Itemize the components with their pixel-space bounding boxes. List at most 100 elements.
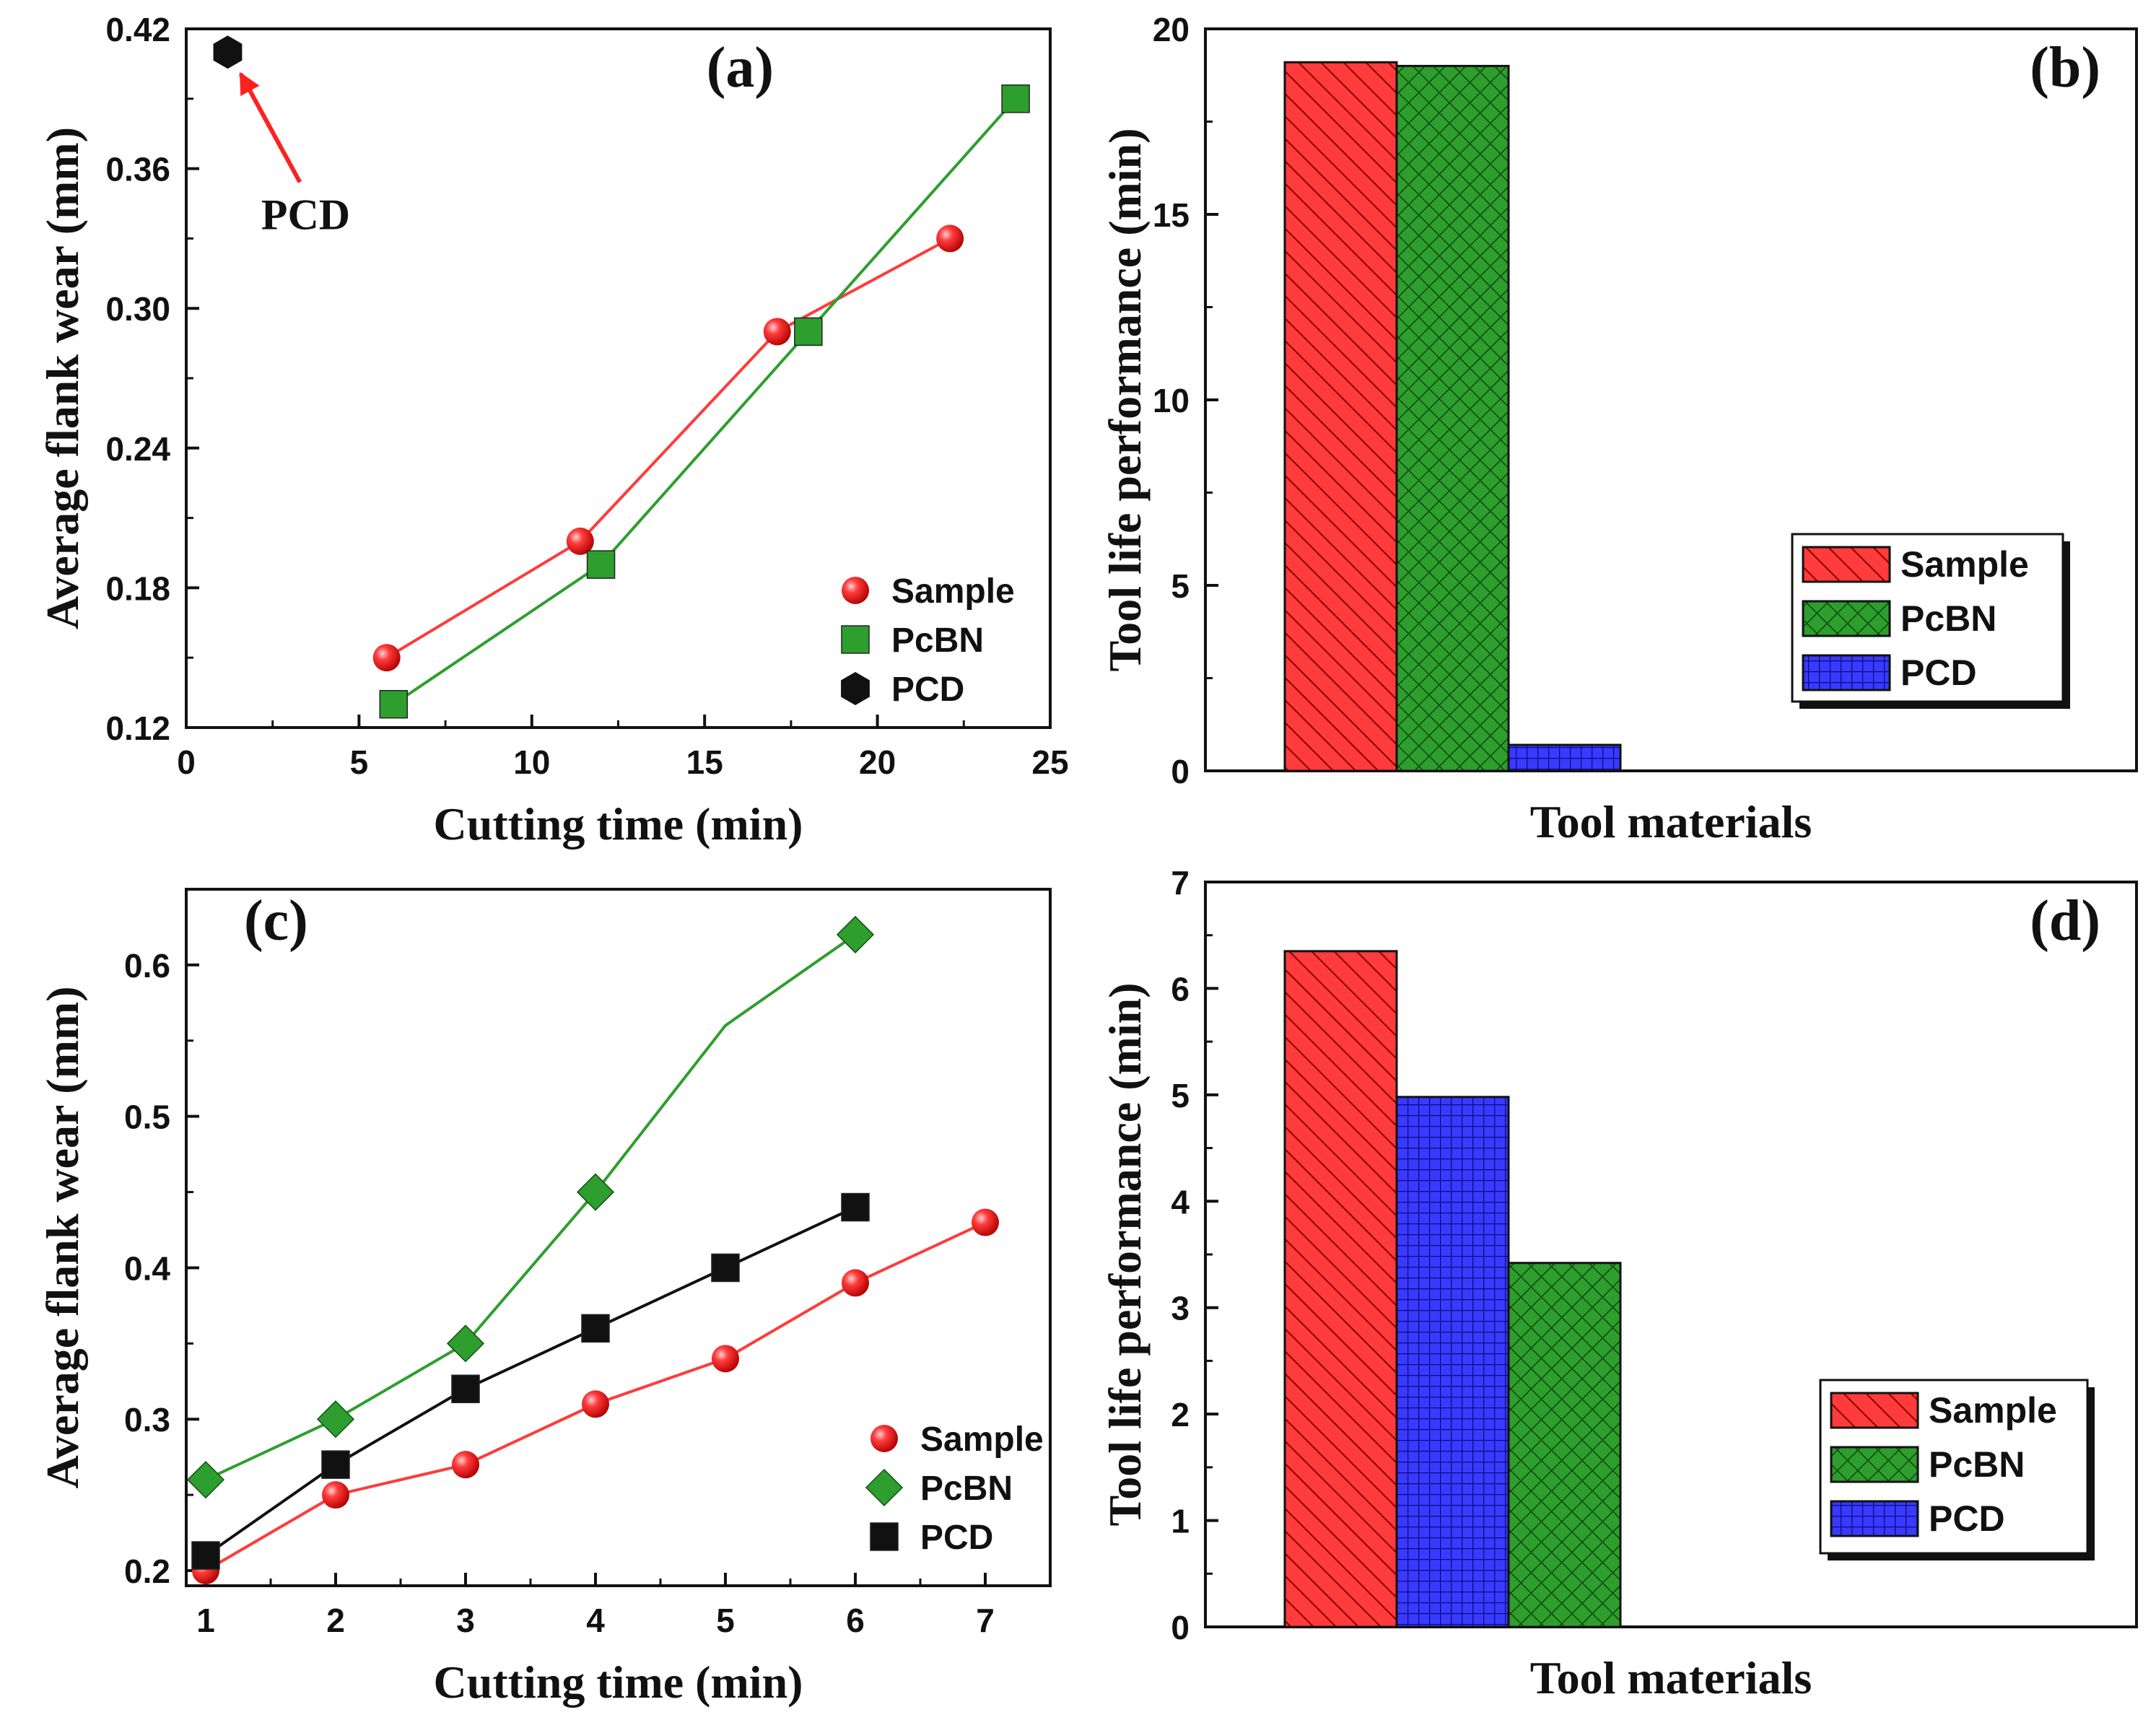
- legend-swatch-b-sample: [1802, 546, 1891, 583]
- x-tick-label-a: 5: [350, 743, 369, 781]
- y-tick-label-a: 0.18: [105, 569, 170, 607]
- legend-label-c: PcBN: [920, 1470, 1013, 1508]
- marker-a-pcbn: [1001, 84, 1030, 113]
- panel-label-c: (c): [244, 889, 308, 953]
- bar-d-sample: [1283, 950, 1398, 1628]
- x-tick-label-c: 1: [196, 1602, 215, 1639]
- series-line-c-pcd: [204, 1205, 856, 1557]
- marker-c-pcbn: [865, 1468, 904, 1507]
- y-tick-label-a: 0.36: [105, 151, 170, 188]
- marker-a-pcd: [213, 35, 243, 69]
- y-axis-label-d: Tool life performance (min): [1099, 982, 1151, 1526]
- y-axis-label-b: Tool life performance (min): [1099, 128, 1151, 671]
- marker-c-pcd: [451, 1374, 480, 1404]
- series-line-a-pcbn: [393, 97, 1017, 706]
- x-tick-label-a: 15: [686, 743, 723, 781]
- marker-a-pcbn: [586, 550, 616, 579]
- marker-a-sample: [566, 527, 594, 555]
- bar-b-pcbn: [1395, 64, 1510, 772]
- y-tick-label-d: 2: [1171, 1396, 1190, 1433]
- x-tick-label-c: 6: [846, 1602, 865, 1639]
- marker-c-pcd: [870, 1522, 899, 1551]
- legend-swatch-d-pcd: [1830, 1500, 1919, 1537]
- legend-label-a: PcBN: [891, 621, 984, 660]
- y-tick-label-b: 15: [1153, 196, 1190, 234]
- series-line-a-sample: [385, 237, 951, 659]
- y-axis-label-a: Average flank wear (mm): [37, 127, 88, 629]
- y-tick-label-a: 0.24: [105, 430, 170, 468]
- y-tick-label-c: 0.4: [124, 1249, 170, 1287]
- marker-c-sample: [870, 1425, 898, 1452]
- marker-a-pcbn: [379, 689, 409, 719]
- panel-d: (d) 0 1 2 3 4 5 6 7 Tool life performance (min) To…: [1099, 864, 2138, 1703]
- x-tick-label-c: 4: [586, 1602, 605, 1639]
- marker-c-sample: [582, 1390, 609, 1418]
- y-tick-label-b: 5: [1171, 567, 1190, 605]
- marker-a-sample: [372, 644, 401, 672]
- marker-a-sample: [936, 224, 964, 253]
- y-tick-label-d: 7: [1171, 864, 1190, 902]
- y-tick-label-d: 5: [1171, 1077, 1190, 1114]
- marker-a-pcd: [841, 672, 870, 705]
- legend-label-d: PCD: [1929, 1498, 2005, 1539]
- bar-d-pcd: [1395, 1096, 1510, 1628]
- legend-label-d: Sample: [1929, 1390, 2057, 1431]
- x-axis-label-d: Tool materials: [1530, 1652, 1812, 1703]
- series-c-pcbn: [186, 915, 875, 1499]
- panel-label-a: (a): [707, 36, 774, 100]
- panel-label-b: (b): [2030, 36, 2100, 100]
- legend-label-a: Sample: [891, 572, 1015, 611]
- series-c-pcd: [191, 1192, 870, 1570]
- legend-swatch-d-sample: [1830, 1392, 1919, 1429]
- series-c-sample: [192, 1208, 999, 1585]
- marker-c-pcd: [711, 1253, 740, 1283]
- legend-swatch-b-pcd: [1802, 654, 1891, 691]
- marker-c-pcbn: [186, 1461, 225, 1499]
- marker-c-pcd: [581, 1314, 610, 1343]
- marker-c-pcd: [321, 1450, 350, 1479]
- y-tick-label-c: 0.5: [124, 1099, 170, 1136]
- y-tick-label-a: 0.42: [105, 11, 170, 48]
- x-tick-label-a: 0: [177, 743, 196, 781]
- y-tick-label-d: 3: [1171, 1290, 1190, 1327]
- y-tick-label-d: 4: [1171, 1183, 1190, 1221]
- marker-a-pcbn: [794, 317, 823, 346]
- marker-c-sample: [842, 1269, 869, 1297]
- bar-d-pcbn: [1507, 1262, 1622, 1628]
- annotation-label-a: PCD: [261, 191, 350, 238]
- legend-label-b: PcBN: [1900, 598, 1996, 639]
- legend-label-b: Sample: [1900, 544, 2029, 585]
- y-tick-label-d: 1: [1171, 1503, 1190, 1540]
- marker-c-pcbn: [836, 915, 875, 953]
- x-axis-label-a: Cutting time (min): [434, 798, 803, 850]
- y-tick-label-c: 0.3: [124, 1401, 170, 1439]
- y-tick-label-d: 6: [1171, 970, 1190, 1008]
- marker-c-pcbn: [446, 1324, 485, 1363]
- marker-a-pcbn: [841, 625, 870, 654]
- marker-a-sample: [763, 318, 791, 346]
- panel-b: (b) 0 5 10 15 20 Tool life performance (min) To…: [1099, 11, 2138, 847]
- y-tick-label-a: 0.30: [105, 290, 170, 328]
- legend-swatch-b-pcbn: [1802, 600, 1891, 637]
- annotation-arrow-a: [238, 71, 302, 183]
- x-axis-label-c: Cutting time (min): [434, 1656, 803, 1708]
- legend-label-c: Sample: [920, 1420, 1044, 1459]
- y-tick-label-b: 10: [1153, 382, 1190, 419]
- bar-b-pcd: [1507, 743, 1622, 772]
- legend-label-d: PcBN: [1929, 1444, 2025, 1485]
- marker-c-pcbn: [576, 1173, 615, 1211]
- legend-swatch-d-pcbn: [1830, 1446, 1919, 1483]
- series-a-pcbn: [379, 84, 1030, 719]
- x-tick-label-a: 20: [859, 743, 896, 781]
- marker-c-sample: [322, 1481, 349, 1509]
- marker-c-sample: [712, 1345, 739, 1373]
- series-line-c-pcbn: [205, 933, 857, 1481]
- x-tick-label-c: 7: [976, 1602, 995, 1639]
- marker-c-pcbn: [316, 1400, 355, 1439]
- bar-b-sample: [1283, 61, 1398, 772]
- legend-label-a: PCD: [891, 671, 964, 709]
- panel-c: (c) 0.2 0.3 0.4 0.5 0.6 Average flank wear (mm…: [37, 888, 1052, 1708]
- x-tick-label-c: 5: [716, 1602, 735, 1639]
